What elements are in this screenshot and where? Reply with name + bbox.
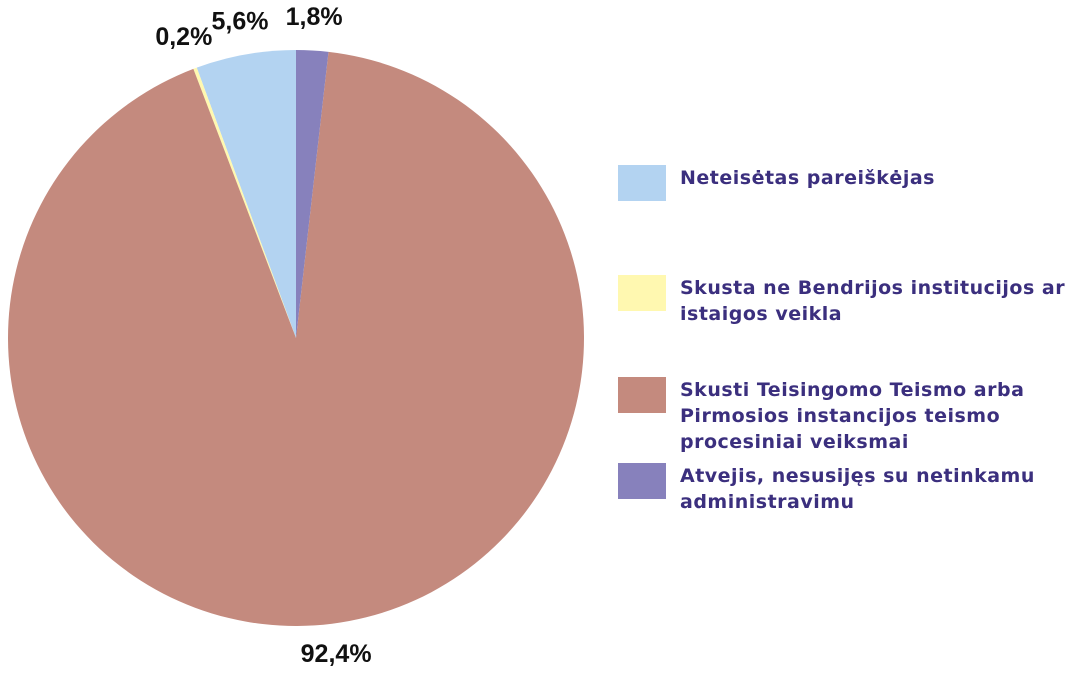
data-label: 92,4% (301, 640, 372, 668)
legend-item: Skusta ne Bendrijos institucijos ar ista… (618, 275, 1070, 327)
legend-swatch (618, 377, 666, 413)
data-label: 1,8% (286, 3, 343, 31)
pie-slice (196, 50, 296, 338)
legend-label: Skusti Teisingomo Teismo arba Pirmosios … (680, 379, 1025, 453)
legend-label: Atvejis, nesusijęs su netinkamu administ… (680, 465, 1035, 513)
legend-swatch (618, 165, 666, 201)
data-label: 0,2% (155, 23, 212, 51)
legend-swatch (618, 275, 666, 311)
legend-label: Skusta ne Bendrijos institucijos ar ista… (680, 277, 1066, 325)
pie-slice (7, 51, 584, 627)
chart: 5,6%0,2% 92,4% 1,8% (7, 3, 584, 668)
legend-swatch (618, 463, 666, 499)
data-label: 5,6% (212, 8, 269, 36)
legend-label: Neteisėtas pareiškėjas (680, 167, 935, 189)
pie-slice (193, 67, 296, 338)
legend-item: Skusti Teisingomo Teismo arba Pirmosios … (618, 377, 1070, 455)
legend-item: Neteisėtas pareiškėjas (618, 165, 1070, 201)
legend-item: Atvejis, nesusijęs su netinkamu administ… (618, 463, 1070, 515)
pie-slice (296, 50, 329, 338)
